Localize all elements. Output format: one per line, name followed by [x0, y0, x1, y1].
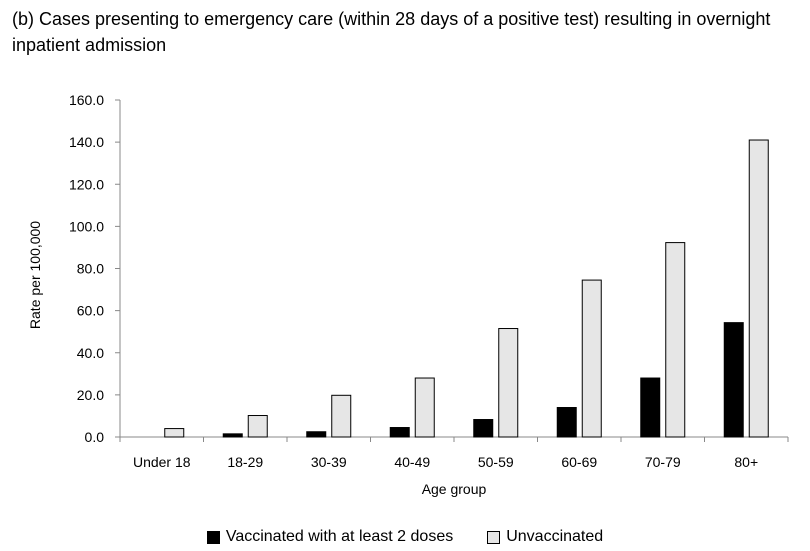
x-tick-label: 18-29 [227, 454, 263, 470]
y-tick-label: 140.0 [69, 134, 104, 150]
bar-unvaccinated [748, 139, 769, 438]
y-tick-label: 160.0 [69, 92, 104, 108]
y-tick-label: 20.0 [77, 387, 104, 403]
bar-chart: 0.020.040.060.080.0100.0120.0140.0160.0 … [27, 92, 789, 497]
legend-label-unvaccinated: Unvaccinated [506, 528, 604, 545]
legend: Vaccinated with at least 2 doses Unvacci… [0, 526, 810, 548]
y-tick-label: 100.0 [69, 218, 104, 234]
x-tick-label: 30-39 [311, 454, 347, 470]
legend-item-unvaccinated: Unvaccinated [487, 526, 603, 548]
x-tick-label: 70-79 [645, 454, 681, 470]
chart-title: (b) Cases presenting to emergency care (… [12, 9, 771, 55]
bar-unvaccinated [247, 415, 268, 438]
bar-vaccinated [640, 377, 661, 438]
y-tick-label: 60.0 [77, 303, 104, 319]
bar-vaccinated [723, 322, 744, 438]
x-axis: Under 18 18-29 30-39 40-49 50-59 60-69 70-79 80… [119, 436, 789, 470]
bar-vaccinated [473, 419, 494, 438]
bar-vaccinated [306, 431, 327, 438]
y-tick-label: 0.0 [85, 429, 105, 445]
bar-vaccinated [556, 407, 577, 438]
x-tick-label: 50-59 [478, 454, 514, 470]
bar-unvaccinated [581, 279, 602, 438]
y-axis: 0.0 20.0 40.0 60.0 80.0 100.0 120.0 140.0 160.0 [69, 92, 121, 445]
y-tick-label: 80.0 [77, 261, 104, 277]
bar-unvaccinated [414, 377, 435, 438]
x-tick-label: 60-69 [561, 454, 597, 470]
x-tick-label: 80+ [734, 454, 758, 470]
bar-unvaccinated [665, 242, 686, 438]
x-axis-label: Age group [422, 481, 487, 497]
legend-swatch-vaccinated [206, 530, 220, 544]
bar-vaccinated [389, 427, 410, 438]
y-tick-label: 40.0 [77, 345, 104, 361]
legend-item-vaccinated: Vaccinated with at least 2 doses [206, 526, 454, 548]
legend-swatch-unvaccinated [487, 530, 501, 544]
legend-label-vaccinated: Vaccinated with at least 2 doses [225, 528, 454, 545]
x-tick-label: Under 18 [133, 454, 191, 470]
y-tick-label: 120.0 [69, 176, 104, 192]
bar-vaccinated [222, 433, 243, 438]
bars [164, 139, 769, 438]
bar-unvaccinated [498, 328, 519, 438]
y-axis-label: Rate per 100,000 [27, 221, 43, 329]
bar-unvaccinated [331, 394, 352, 438]
x-tick-label: 40-49 [394, 454, 430, 470]
bar-unvaccinated [164, 428, 185, 438]
